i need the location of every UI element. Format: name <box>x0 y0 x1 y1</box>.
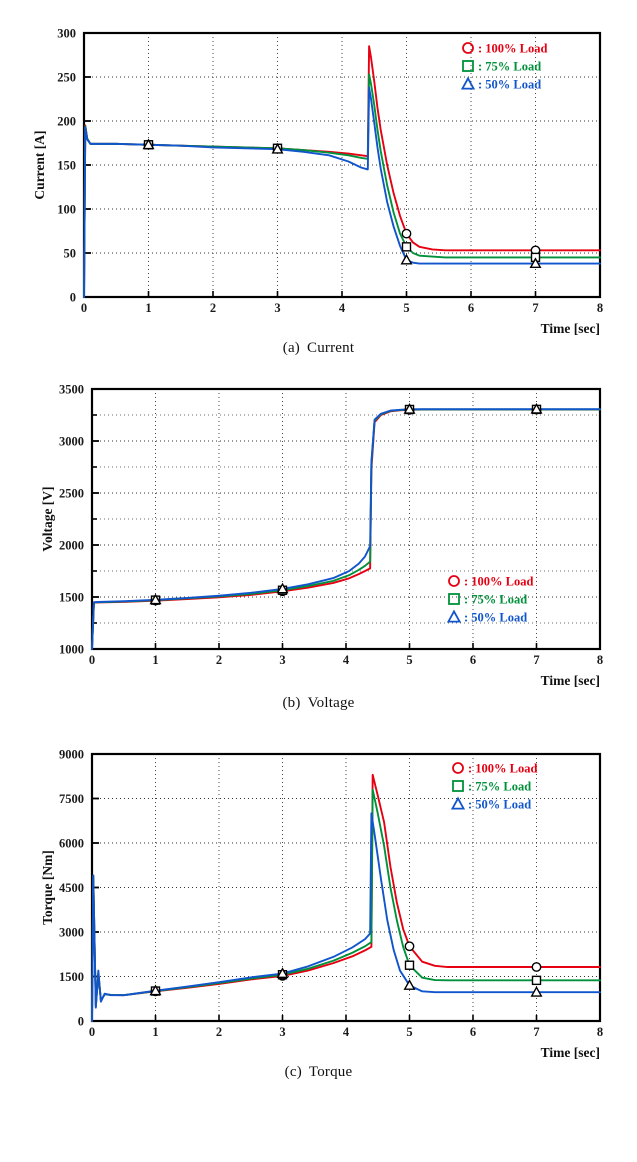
chart-current-plot: 0 1 2 3 4 5 6 7 8 0 50 100 150 200 250 300 Time [sec] Cur… <box>0 0 637 340</box>
svg-text:7: 7 <box>533 653 539 667</box>
svg-text:: 100% Load: : 100% Load <box>468 762 538 776</box>
svg-text:250: 250 <box>57 71 76 85</box>
svg-text:8: 8 <box>597 653 603 667</box>
svg-text:5: 5 <box>403 301 409 315</box>
svg-text:0: 0 <box>70 291 76 305</box>
torque-svg: 0 1 2 3 4 5 6 7 8 0 1500 3000 4500 6000 7500 9000 Time [… <box>40 748 603 1061</box>
svg-text:: 50% Load: : 50% Load <box>478 78 541 92</box>
svg-text:1500: 1500 <box>59 591 84 605</box>
figure-torque: 0 1 2 3 4 5 6 7 8 0 1500 3000 4500 6000 7500 9000 Time [… <box>0 734 637 1081</box>
svg-text:2500: 2500 <box>59 487 84 501</box>
chart-c-canvas: 0 1 2 3 4 5 6 7 8 0 1500 3000 4500 6000 7500 9000 Time [… <box>40 748 603 1061</box>
svg-text:: 100% Load: : 100% Load <box>464 575 534 589</box>
svg-text:Current [A]: Current [A] <box>32 130 47 199</box>
svg-text:3: 3 <box>274 301 280 315</box>
svg-text:1: 1 <box>145 301 151 315</box>
svg-text:Torque [Nm]: Torque [Nm] <box>40 850 55 925</box>
svg-text:50: 50 <box>64 247 77 261</box>
svg-text:8: 8 <box>597 301 603 315</box>
caption-torque-label: (c) <box>284 1064 302 1080</box>
svg-text:1500: 1500 <box>59 970 84 984</box>
svg-text:Voltage [V]: Voltage [V] <box>40 486 55 551</box>
caption-torque: (c) Torque <box>0 1064 637 1081</box>
svg-text:0: 0 <box>81 301 87 315</box>
voltage-svg: 0 1 2 3 4 5 6 7 8 1000 1500 2000 2500 3000 3500 Time [s… <box>40 383 603 689</box>
chart-a-canvas: 0 1 2 3 4 5 6 7 8 0 50 100 150 200 250 300 Time [sec] Cur… <box>32 27 603 337</box>
svg-text:0: 0 <box>89 1025 95 1039</box>
svg-text:7: 7 <box>533 1025 539 1039</box>
svg-text:6: 6 <box>470 653 476 667</box>
svg-text:3: 3 <box>279 653 285 667</box>
svg-text:Time [sec]: Time [sec] <box>541 673 600 688</box>
svg-text:3000: 3000 <box>59 926 84 940</box>
caption-voltage-text: Voltage <box>307 695 355 711</box>
svg-text:1000: 1000 <box>59 643 84 657</box>
svg-text:2: 2 <box>210 301 216 315</box>
svg-text:0: 0 <box>78 1015 84 1029</box>
svg-text:4: 4 <box>339 301 346 315</box>
svg-text:7500: 7500 <box>59 792 84 806</box>
svg-text:4500: 4500 <box>59 881 84 895</box>
svg-text:0: 0 <box>89 653 95 667</box>
svg-text:1: 1 <box>152 1025 158 1039</box>
svg-text:6000: 6000 <box>59 837 84 851</box>
svg-text:: 75% Load: : 75% Load <box>468 780 531 794</box>
svg-text:: 100% Load: : 100% Load <box>478 42 548 56</box>
caption-current: (a) Current <box>0 340 637 357</box>
chart-b-canvas: 0 1 2 3 4 5 6 7 8 1000 1500 2000 2500 3000 3500 Time [s… <box>40 383 603 689</box>
current-svg: 0 1 2 3 4 5 6 7 8 0 50 100 150 200 250 300 Time [sec] Cur… <box>32 27 603 337</box>
svg-text:300: 300 <box>57 27 76 41</box>
svg-text:150: 150 <box>57 159 76 173</box>
svg-text:3000: 3000 <box>59 435 84 449</box>
svg-text:Time [sec]: Time [sec] <box>541 1045 600 1060</box>
svg-text:2: 2 <box>216 1025 222 1039</box>
svg-text:9000: 9000 <box>59 748 84 762</box>
caption-voltage-label: (b) <box>282 695 301 711</box>
svg-text:5: 5 <box>406 1025 412 1039</box>
svg-text:: 50% Load: : 50% Load <box>464 611 527 625</box>
svg-text:6: 6 <box>468 301 474 315</box>
svg-text:: 75% Load: : 75% Load <box>478 60 541 74</box>
svg-text:5: 5 <box>406 653 412 667</box>
chart-torque-plot: 0 1 2 3 4 5 6 7 8 0 1500 3000 4500 6000 7500 9000 Time [… <box>0 734 637 1064</box>
svg-text:4: 4 <box>343 653 350 667</box>
svg-text:: 50% Load: : 50% Load <box>468 798 531 812</box>
figure-current: 0 1 2 3 4 5 6 7 8 0 50 100 150 200 250 300 Time [sec] Cur… <box>0 0 637 357</box>
svg-text:3500: 3500 <box>59 383 84 397</box>
svg-text:Time [sec]: Time [sec] <box>541 321 600 336</box>
svg-text:3: 3 <box>279 1025 285 1039</box>
caption-torque-text: Torque <box>308 1064 353 1080</box>
svg-text:200: 200 <box>57 115 76 129</box>
svg-text:7: 7 <box>532 301 538 315</box>
caption-current-text: Current <box>307 340 355 356</box>
svg-text:2000: 2000 <box>59 539 84 553</box>
svg-text:: 75% Load: : 75% Load <box>464 593 527 607</box>
caption-current-label: (a) <box>282 340 300 356</box>
caption-voltage: (b) Voltage <box>0 695 637 712</box>
svg-text:4: 4 <box>343 1025 350 1039</box>
figure-voltage: 0 1 2 3 4 5 6 7 8 1000 1500 2000 2500 3000 3500 Time [s… <box>0 375 637 712</box>
chart-voltage-plot: 0 1 2 3 4 5 6 7 8 1000 1500 2000 2500 3000 3500 Time [s… <box>0 375 637 695</box>
svg-text:1: 1 <box>152 653 158 667</box>
svg-text:8: 8 <box>597 1025 603 1039</box>
svg-text:6: 6 <box>470 1025 476 1039</box>
svg-text:2: 2 <box>216 653 222 667</box>
svg-text:100: 100 <box>57 203 76 217</box>
